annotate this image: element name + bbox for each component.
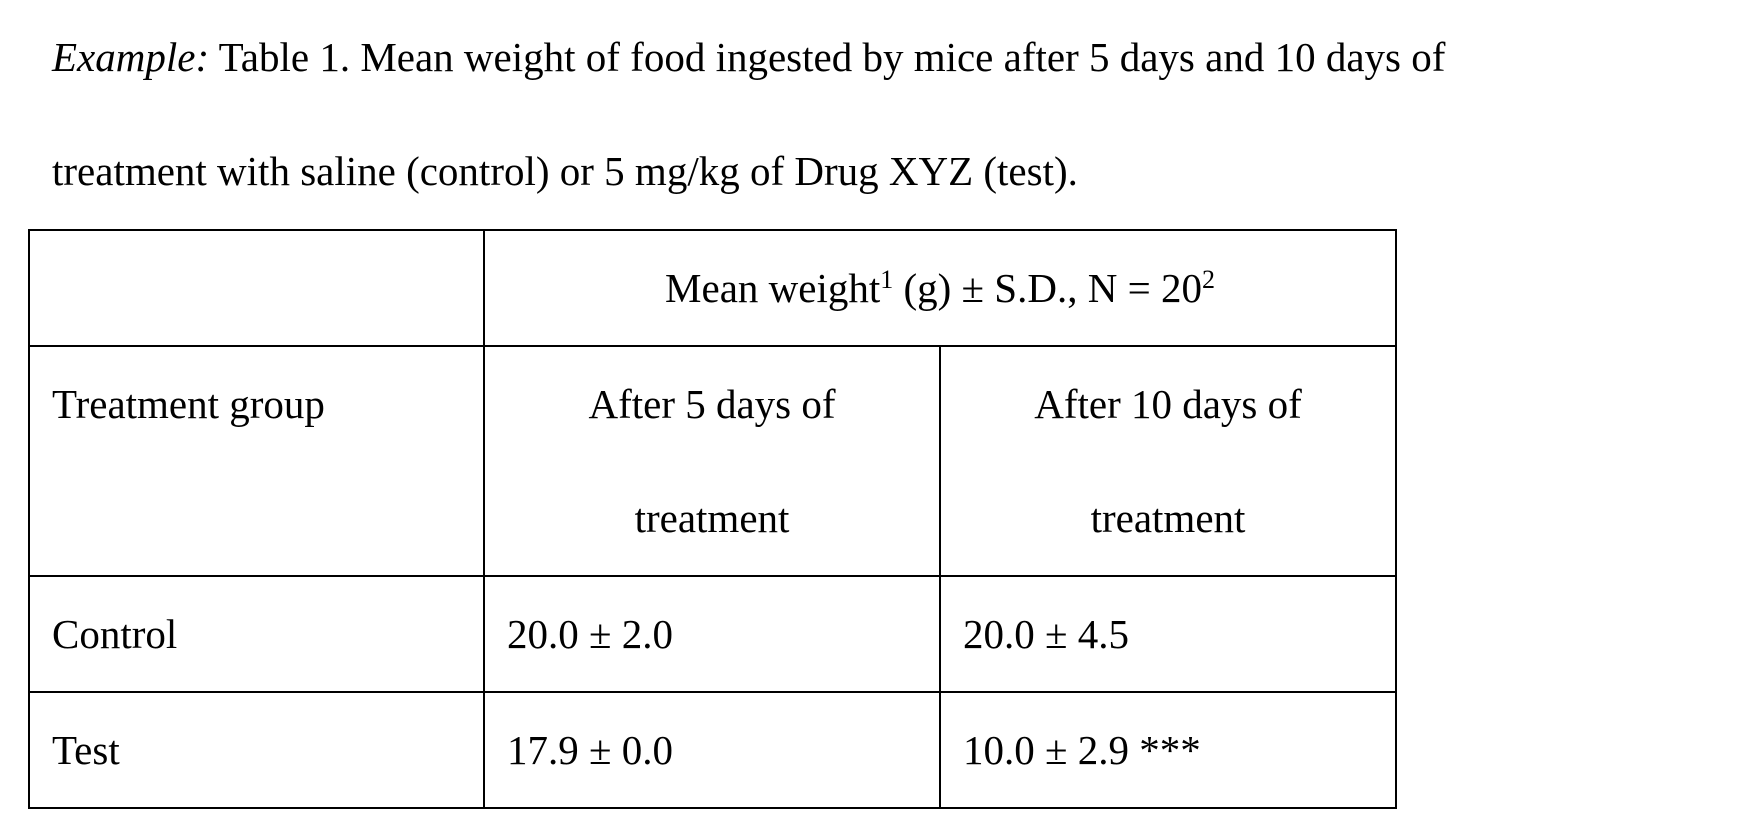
header-row-2: Treatment group After 5 days of treatmen…	[28, 345, 1397, 577]
footnote-1-marker: 1	[880, 265, 894, 294]
day10-cell-control: 20.0 ± 4.5	[939, 575, 1397, 693]
day5-header-line2: treatment	[634, 495, 790, 541]
day5-header: After 5 days of treatment	[483, 345, 941, 577]
day10-header: After 10 days of treatment	[939, 345, 1397, 577]
header-text-middle: (g) ± S.D., N = 20	[893, 265, 1202, 311]
day10-header-line2: treatment	[1090, 495, 1246, 541]
day5-cell-test: 17.9 ± 0.0	[483, 691, 941, 809]
data-table: Mean weight1 (g) ± S.D., N = 202 Treatme…	[28, 229, 1397, 809]
header-row-1: Mean weight1 (g) ± S.D., N = 202	[28, 229, 1397, 347]
day5-header-line1: After 5 days of	[588, 381, 836, 427]
treatment-group-header: Treatment group	[28, 345, 485, 577]
table-caption: Example: Table 1. Mean weight of food in…	[52, 0, 1752, 228]
day10-cell-test: 10.0 ± 2.9 ***	[939, 691, 1397, 809]
group-cell-test: Test	[28, 691, 485, 809]
empty-header-cell	[28, 229, 485, 347]
caption-text-1: Table 1. Mean weight of food ingested by…	[209, 34, 1446, 80]
day10-header-line1: After 10 days of	[1034, 381, 1302, 427]
caption-line-1: Example: Table 1. Mean weight of food in…	[52, 0, 1752, 114]
table-row-control: Control 20.0 ± 2.0 20.0 ± 4.5	[28, 575, 1397, 693]
caption-line-2: treatment with saline (control) or 5 mg/…	[52, 148, 1078, 194]
header-text-before: Mean weight	[665, 265, 881, 311]
caption-label: Example:	[52, 34, 210, 80]
table-row-test: Test 17.9 ± 0.0 10.0 ± 2.9 ***	[28, 691, 1397, 809]
day5-cell-control: 20.0 ± 2.0	[483, 575, 941, 693]
mean-weight-header: Mean weight1 (g) ± S.D., N = 202	[483, 229, 1397, 347]
group-cell-control: Control	[28, 575, 485, 693]
footnote-2-marker: 2	[1201, 265, 1215, 294]
